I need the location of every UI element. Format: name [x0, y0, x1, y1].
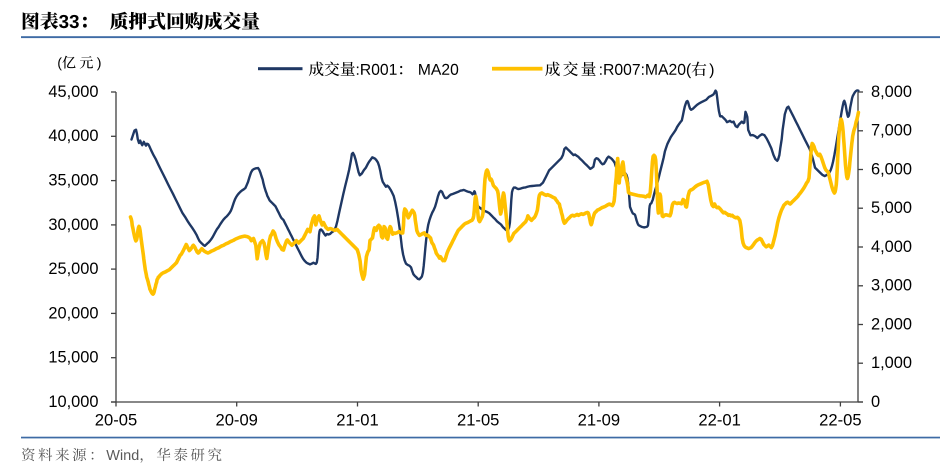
svg-text:8,000: 8,000: [871, 83, 912, 101]
svg-text:6,000: 6,000: [871, 160, 912, 178]
svg-text:40,000: 40,000: [48, 127, 98, 145]
svg-text:20,000: 20,000: [48, 304, 98, 322]
svg-text:4,000: 4,000: [871, 238, 912, 256]
svg-text:20-09: 20-09: [215, 411, 257, 430]
svg-text:0: 0: [871, 393, 880, 411]
svg-text:22-01: 22-01: [698, 411, 740, 430]
svg-text:22-05: 22-05: [819, 411, 861, 430]
svg-text:35,000: 35,000: [48, 172, 98, 190]
svg-text:5,000: 5,000: [871, 199, 912, 217]
svg-text:25,000: 25,000: [48, 260, 98, 278]
svg-text:30,000: 30,000: [48, 216, 98, 234]
svg-text:2,000: 2,000: [871, 315, 912, 333]
svg-text:3,000: 3,000: [871, 277, 912, 295]
svg-text:15,000: 15,000: [48, 349, 98, 367]
svg-text:45,000: 45,000: [48, 83, 98, 101]
svg-text:21-05: 21-05: [457, 411, 499, 430]
svg-text:21-01: 21-01: [336, 411, 378, 430]
svg-text:10,000: 10,000: [48, 393, 98, 411]
svg-text:1,000: 1,000: [871, 354, 912, 372]
svg-text:7,000: 7,000: [871, 122, 912, 140]
svg-text:20-05: 20-05: [95, 411, 137, 430]
svg-text:21-09: 21-09: [578, 411, 620, 430]
